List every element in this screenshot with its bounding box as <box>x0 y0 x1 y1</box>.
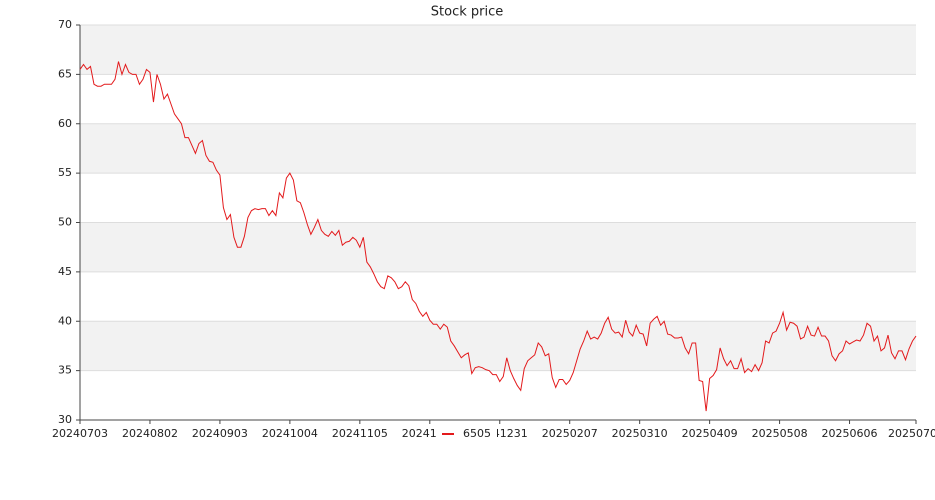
legend-box <box>437 425 497 443</box>
x-tick-label: 20241004 <box>262 427 318 440</box>
y-tick-label: 45 <box>58 265 72 278</box>
x-tick-label: 20250606 <box>822 427 878 440</box>
x-tick-label: 20240802 <box>122 427 178 440</box>
x-tick-label: 20250310 <box>612 427 668 440</box>
y-tick-label: 60 <box>58 117 72 130</box>
line-series <box>79 61 917 412</box>
y-tick-label: 55 <box>58 166 72 179</box>
x-tick-label: 20241105 <box>332 427 388 440</box>
y-tick-label: 40 <box>58 314 72 327</box>
grid-band <box>80 222 916 272</box>
legend-label: 6505 <box>463 427 491 440</box>
x-tick-label: 20250704 <box>888 427 935 440</box>
x-tick-label: 20250508 <box>752 427 808 440</box>
y-tick-label: 50 <box>58 216 72 229</box>
grid-band <box>80 25 916 75</box>
chart-title: Stock price <box>431 5 503 20</box>
y-tick-label: 65 <box>58 67 72 80</box>
grid-band <box>80 321 916 371</box>
y-tick-label: 35 <box>58 364 72 377</box>
grid-band <box>80 123 916 174</box>
y-tick-label: 30 <box>58 413 72 426</box>
y-tick-label: 70 <box>58 18 72 31</box>
x-tick-label: 20240903 <box>192 427 248 440</box>
legend: 6505 <box>437 425 497 443</box>
x-tick-label: 20240703 <box>52 427 108 440</box>
x-tick-label: 20250207 <box>542 427 598 440</box>
x-tick-label: 20250409 <box>682 427 738 440</box>
